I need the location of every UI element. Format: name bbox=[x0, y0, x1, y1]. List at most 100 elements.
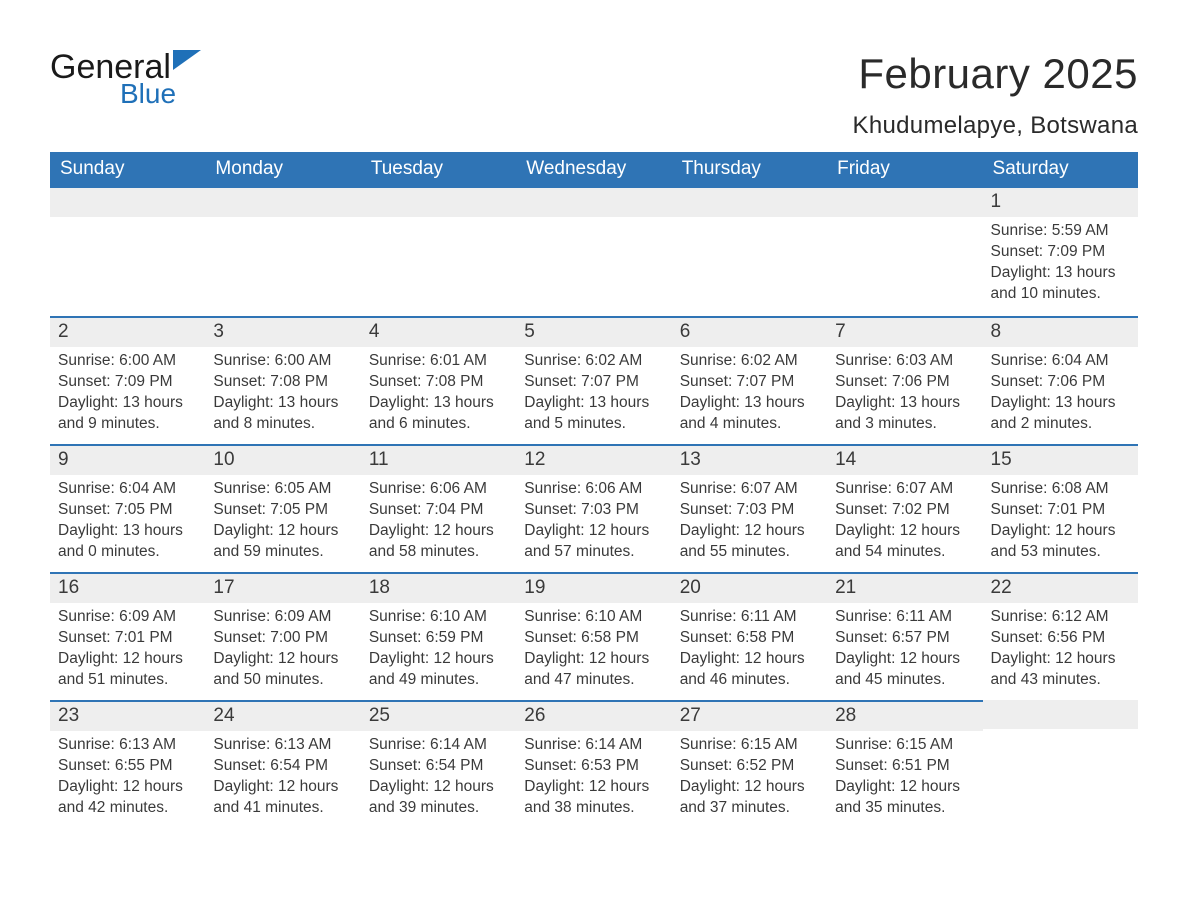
day-number-bar: 19 bbox=[516, 572, 671, 603]
calendar-day-cell bbox=[50, 188, 205, 316]
sunrise-line: Sunrise: 6:11 AM bbox=[680, 607, 819, 628]
sunrise-line: Sunrise: 6:12 AM bbox=[991, 607, 1130, 628]
calendar-week-row: 1Sunrise: 5:59 AMSunset: 7:09 PMDaylight… bbox=[50, 188, 1138, 316]
calendar-day-cell bbox=[516, 188, 671, 316]
sunrise-line: Sunrise: 6:04 AM bbox=[58, 479, 197, 500]
sunset-line: Sunset: 7:07 PM bbox=[524, 372, 663, 393]
sunset-line: Sunset: 7:05 PM bbox=[58, 500, 197, 521]
day-number-bar: 25 bbox=[361, 700, 516, 731]
calendar-day-cell: 20Sunrise: 6:11 AMSunset: 6:58 PMDayligh… bbox=[672, 572, 827, 700]
sunrise-line: Sunrise: 6:02 AM bbox=[524, 351, 663, 372]
day-body: Sunrise: 6:06 AMSunset: 7:03 PMDaylight:… bbox=[516, 475, 671, 571]
calendar-day-cell: 9Sunrise: 6:04 AMSunset: 7:05 PMDaylight… bbox=[50, 444, 205, 572]
day-number-bar: 27 bbox=[672, 700, 827, 731]
day-body: Sunrise: 6:15 AMSunset: 6:52 PMDaylight:… bbox=[672, 731, 827, 827]
day-body: Sunrise: 6:13 AMSunset: 6:55 PMDaylight:… bbox=[50, 731, 205, 827]
calendar-day-cell: 7Sunrise: 6:03 AMSunset: 7:06 PMDaylight… bbox=[827, 316, 982, 444]
day-body: Sunrise: 6:13 AMSunset: 6:54 PMDaylight:… bbox=[205, 731, 360, 827]
day-number-bar: 3 bbox=[205, 316, 360, 347]
day-body: Sunrise: 6:03 AMSunset: 7:06 PMDaylight:… bbox=[827, 347, 982, 443]
daylight-line: Daylight: 12 hours and 53 minutes. bbox=[991, 521, 1130, 563]
daylight-line: Daylight: 12 hours and 46 minutes. bbox=[680, 649, 819, 691]
calendar-day-cell: 24Sunrise: 6:13 AMSunset: 6:54 PMDayligh… bbox=[205, 700, 360, 828]
calendar-week-row: 2Sunrise: 6:00 AMSunset: 7:09 PMDaylight… bbox=[50, 316, 1138, 444]
day-number-bar: 23 bbox=[50, 700, 205, 731]
calendar-day-cell: 17Sunrise: 6:09 AMSunset: 7:00 PMDayligh… bbox=[205, 572, 360, 700]
daylight-line: Daylight: 12 hours and 35 minutes. bbox=[835, 777, 974, 819]
sunrise-line: Sunrise: 6:06 AM bbox=[369, 479, 508, 500]
day-body: Sunrise: 6:11 AMSunset: 6:57 PMDaylight:… bbox=[827, 603, 982, 699]
calendar-day-cell: 5Sunrise: 6:02 AMSunset: 7:07 PMDaylight… bbox=[516, 316, 671, 444]
daylight-line: Daylight: 13 hours and 4 minutes. bbox=[680, 393, 819, 435]
sunrise-line: Sunrise: 6:10 AM bbox=[524, 607, 663, 628]
calendar-day-cell: 22Sunrise: 6:12 AMSunset: 6:56 PMDayligh… bbox=[983, 572, 1138, 700]
weekday-header-row: Sunday Monday Tuesday Wednesday Thursday… bbox=[50, 152, 1138, 188]
sunrise-line: Sunrise: 6:02 AM bbox=[680, 351, 819, 372]
sunrise-line: Sunrise: 6:11 AM bbox=[835, 607, 974, 628]
sunset-line: Sunset: 7:09 PM bbox=[991, 242, 1130, 263]
daylight-line: Daylight: 12 hours and 58 minutes. bbox=[369, 521, 508, 563]
sunset-line: Sunset: 7:05 PM bbox=[213, 500, 352, 521]
day-number-bar: 4 bbox=[361, 316, 516, 347]
day-number-bar bbox=[50, 188, 205, 217]
daylight-line: Daylight: 12 hours and 47 minutes. bbox=[524, 649, 663, 691]
sunrise-line: Sunrise: 6:03 AM bbox=[835, 351, 974, 372]
calendar-table: Sunday Monday Tuesday Wednesday Thursday… bbox=[50, 152, 1138, 828]
sunset-line: Sunset: 7:08 PM bbox=[213, 372, 352, 393]
weekday-header: Saturday bbox=[983, 152, 1138, 188]
logo-text-blue: Blue bbox=[120, 80, 205, 108]
sunset-line: Sunset: 6:53 PM bbox=[524, 756, 663, 777]
day-number-bar: 17 bbox=[205, 572, 360, 603]
sunset-line: Sunset: 7:07 PM bbox=[680, 372, 819, 393]
daylight-line: Daylight: 12 hours and 45 minutes. bbox=[835, 649, 974, 691]
title-block: February 2025 Khudumelapye, Botswana bbox=[853, 50, 1138, 140]
day-body: Sunrise: 6:12 AMSunset: 6:56 PMDaylight:… bbox=[983, 603, 1138, 699]
daylight-line: Daylight: 13 hours and 8 minutes. bbox=[213, 393, 352, 435]
day-number-bar: 6 bbox=[672, 316, 827, 347]
sunrise-line: Sunrise: 6:07 AM bbox=[835, 479, 974, 500]
calendar-day-cell: 13Sunrise: 6:07 AMSunset: 7:03 PMDayligh… bbox=[672, 444, 827, 572]
sunset-line: Sunset: 6:59 PM bbox=[369, 628, 508, 649]
weekday-header: Tuesday bbox=[361, 152, 516, 188]
sunrise-line: Sunrise: 6:13 AM bbox=[213, 735, 352, 756]
sunrise-line: Sunrise: 6:13 AM bbox=[58, 735, 197, 756]
day-number-bar: 13 bbox=[672, 444, 827, 475]
daylight-line: Daylight: 13 hours and 0 minutes. bbox=[58, 521, 197, 563]
day-number-bar: 18 bbox=[361, 572, 516, 603]
calendar-day-cell: 11Sunrise: 6:06 AMSunset: 7:04 PMDayligh… bbox=[361, 444, 516, 572]
sunset-line: Sunset: 6:51 PM bbox=[835, 756, 974, 777]
sunset-line: Sunset: 7:01 PM bbox=[991, 500, 1130, 521]
sunrise-line: Sunrise: 6:00 AM bbox=[58, 351, 197, 372]
calendar-day-cell: 8Sunrise: 6:04 AMSunset: 7:06 PMDaylight… bbox=[983, 316, 1138, 444]
calendar-day-cell: 16Sunrise: 6:09 AMSunset: 7:01 PMDayligh… bbox=[50, 572, 205, 700]
calendar-day-cell: 14Sunrise: 6:07 AMSunset: 7:02 PMDayligh… bbox=[827, 444, 982, 572]
calendar-day-cell: 21Sunrise: 6:11 AMSunset: 6:57 PMDayligh… bbox=[827, 572, 982, 700]
day-number-bar: 15 bbox=[983, 444, 1138, 475]
calendar-day-cell bbox=[205, 188, 360, 316]
sunrise-line: Sunrise: 5:59 AM bbox=[991, 221, 1130, 242]
calendar-day-cell: 15Sunrise: 6:08 AMSunset: 7:01 PMDayligh… bbox=[983, 444, 1138, 572]
location: Khudumelapye, Botswana bbox=[853, 112, 1138, 140]
weekday-header: Thursday bbox=[672, 152, 827, 188]
day-body: Sunrise: 6:04 AMSunset: 7:05 PMDaylight:… bbox=[50, 475, 205, 571]
day-number-bar: 21 bbox=[827, 572, 982, 603]
sunset-line: Sunset: 7:01 PM bbox=[58, 628, 197, 649]
sunrise-line: Sunrise: 6:04 AM bbox=[991, 351, 1130, 372]
day-body: Sunrise: 6:00 AMSunset: 7:09 PMDaylight:… bbox=[50, 347, 205, 443]
calendar-day-cell: 2Sunrise: 6:00 AMSunset: 7:09 PMDaylight… bbox=[50, 316, 205, 444]
weekday-header: Sunday bbox=[50, 152, 205, 188]
calendar-day-cell bbox=[983, 700, 1138, 828]
day-body: Sunrise: 6:08 AMSunset: 7:01 PMDaylight:… bbox=[983, 475, 1138, 571]
sunrise-line: Sunrise: 6:08 AM bbox=[991, 479, 1130, 500]
weekday-header: Wednesday bbox=[516, 152, 671, 188]
sunset-line: Sunset: 7:02 PM bbox=[835, 500, 974, 521]
sunset-line: Sunset: 7:08 PM bbox=[369, 372, 508, 393]
daylight-line: Daylight: 12 hours and 42 minutes. bbox=[58, 777, 197, 819]
logo: General Blue bbox=[50, 50, 205, 108]
daylight-line: Daylight: 12 hours and 37 minutes. bbox=[680, 777, 819, 819]
calendar-day-cell bbox=[672, 188, 827, 316]
daylight-line: Daylight: 13 hours and 9 minutes. bbox=[58, 393, 197, 435]
sunrise-line: Sunrise: 6:14 AM bbox=[524, 735, 663, 756]
daylight-line: Daylight: 12 hours and 59 minutes. bbox=[213, 521, 352, 563]
sunset-line: Sunset: 7:09 PM bbox=[58, 372, 197, 393]
